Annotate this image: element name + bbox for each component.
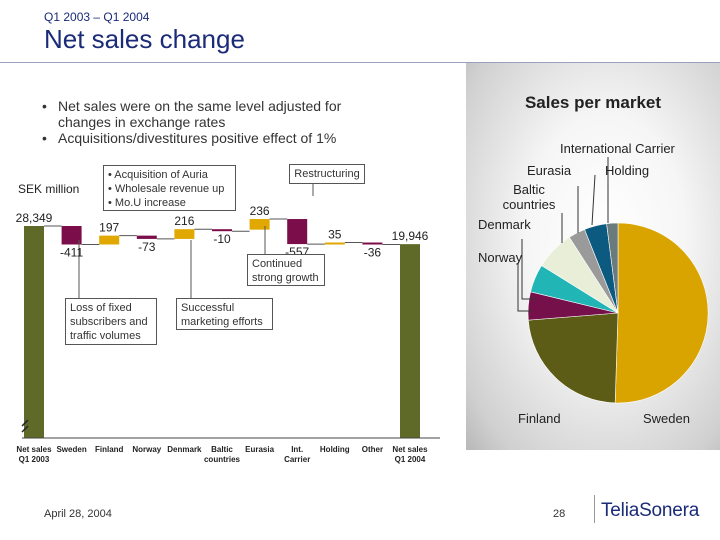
- callout-loss-fixed: Loss of fixed subscribers and traffic vo…: [65, 298, 157, 345]
- waterfall-x-label: Baltic: [211, 445, 233, 454]
- waterfall-bar-other: [362, 242, 383, 245]
- waterfall-x-label: Holding: [320, 445, 350, 454]
- company-logo: TeliaSonera: [601, 500, 700, 521]
- waterfall-value-label: 28,349: [16, 211, 53, 225]
- waterfall-bar-finland: [99, 235, 120, 245]
- callout-restructuring: Restructuring: [289, 164, 365, 184]
- waterfall-x-label: Finland: [95, 445, 124, 454]
- waterfall-bar-denmark: [174, 229, 195, 239]
- footer-date: April 28, 2004: [44, 508, 112, 520]
- page-number: 28: [553, 508, 566, 520]
- waterfall-bar-net-sales-q1-2003: [24, 226, 44, 438]
- pie-slice-holding: [606, 222, 619, 314]
- bullet-list: Net sales were on the same level adjuste…: [38, 98, 398, 146]
- waterfall-x-label: Sweden: [56, 445, 86, 454]
- waterfall-x-label: countries: [204, 455, 241, 464]
- waterfall-value-label: -36: [364, 246, 382, 260]
- callout-line: • Acquisition of Auria: [108, 169, 208, 181]
- pie-slice-sweden: [614, 222, 709, 404]
- waterfall-value-label: -10: [213, 232, 231, 246]
- pie-label-eurasia: Eurasia: [527, 163, 572, 178]
- callout-acquisitions: • Acquisition of Auria • Wholesale reven…: [103, 165, 236, 211]
- axis-break-marker: [21, 419, 29, 433]
- pie-title: Sales per market: [524, 93, 662, 112]
- waterfall-x-label: Q1 2003: [19, 455, 50, 464]
- callout-successful-marketing: Successful marketing efforts: [176, 298, 273, 330]
- page-title: Net sales change: [44, 24, 245, 54]
- callout-continued-growth: Continued strong growth: [247, 254, 325, 286]
- pie-label-denmark: Denmark: [478, 217, 531, 232]
- pie-leader-line: [591, 174, 596, 226]
- callout-line: • Wholesale revenue up: [108, 183, 225, 195]
- period-subtitle: Q1 2003 – Q1 2004: [44, 10, 150, 24]
- waterfall-bar-eurasia: [249, 219, 270, 230]
- pie-label-baltic: Baltic countries: [502, 182, 556, 212]
- waterfall-value-label: -73: [138, 240, 156, 254]
- waterfall-bar-int-carrier: [287, 219, 308, 245]
- callout-line: • Mo.U increase: [108, 197, 186, 209]
- pie-label-holding: Holding: [605, 163, 650, 178]
- bullet-item: Acquisitions/divestitures positive effec…: [38, 130, 398, 146]
- waterfall-x-label: Int.: [291, 445, 303, 454]
- waterfall-x-label: Q1 2004: [395, 455, 426, 464]
- waterfall-value-label: 216: [174, 214, 194, 228]
- waterfall-x-label: Denmark: [167, 445, 202, 454]
- waterfall-bar-baltic-countries: [212, 229, 232, 232]
- waterfall-value-label: 197: [99, 221, 119, 235]
- waterfall-x-label: Norway: [132, 445, 161, 454]
- waterfall-bar-norway: [136, 235, 157, 239]
- pie-leader-line: [521, 239, 536, 300]
- waterfall-x-label: Other: [362, 445, 383, 454]
- y-axis-label: SEK million: [18, 182, 80, 196]
- waterfall-x-label: Net sales: [16, 445, 52, 454]
- pie-label-norway: Norway: [478, 250, 523, 265]
- waterfall-value-label: 19,946: [392, 229, 429, 243]
- pie-leader-line: [517, 263, 532, 312]
- waterfall-value-label: -411: [60, 245, 83, 259]
- footer-divider: [594, 495, 595, 523]
- title-divider: [0, 62, 720, 63]
- pie-label-international-carrier: International Carrier: [560, 141, 675, 156]
- bullet-item: Net sales were on the same level adjuste…: [38, 98, 398, 130]
- waterfall-value-label: 236: [250, 204, 270, 218]
- waterfall-x-label: Carrier: [284, 455, 310, 464]
- waterfall-bar-sweden: [61, 226, 82, 245]
- waterfall-bar-holding: [324, 242, 345, 245]
- waterfall-x-label: Eurasia: [245, 445, 274, 454]
- waterfall-x-label: Net sales: [392, 445, 428, 454]
- waterfall-chart: 28,349-411197-73216-10236-55735-3619,946…: [16, 184, 440, 464]
- pie-label-sweden: Sweden: [643, 411, 690, 426]
- pie-slice-finland: [527, 312, 619, 404]
- waterfall-bar-net-sales-q1-2004: [400, 244, 420, 438]
- pie-chart: [517, 157, 709, 404]
- waterfall-value-label: 35: [328, 228, 342, 242]
- pie-label-finland: Finland: [518, 411, 561, 426]
